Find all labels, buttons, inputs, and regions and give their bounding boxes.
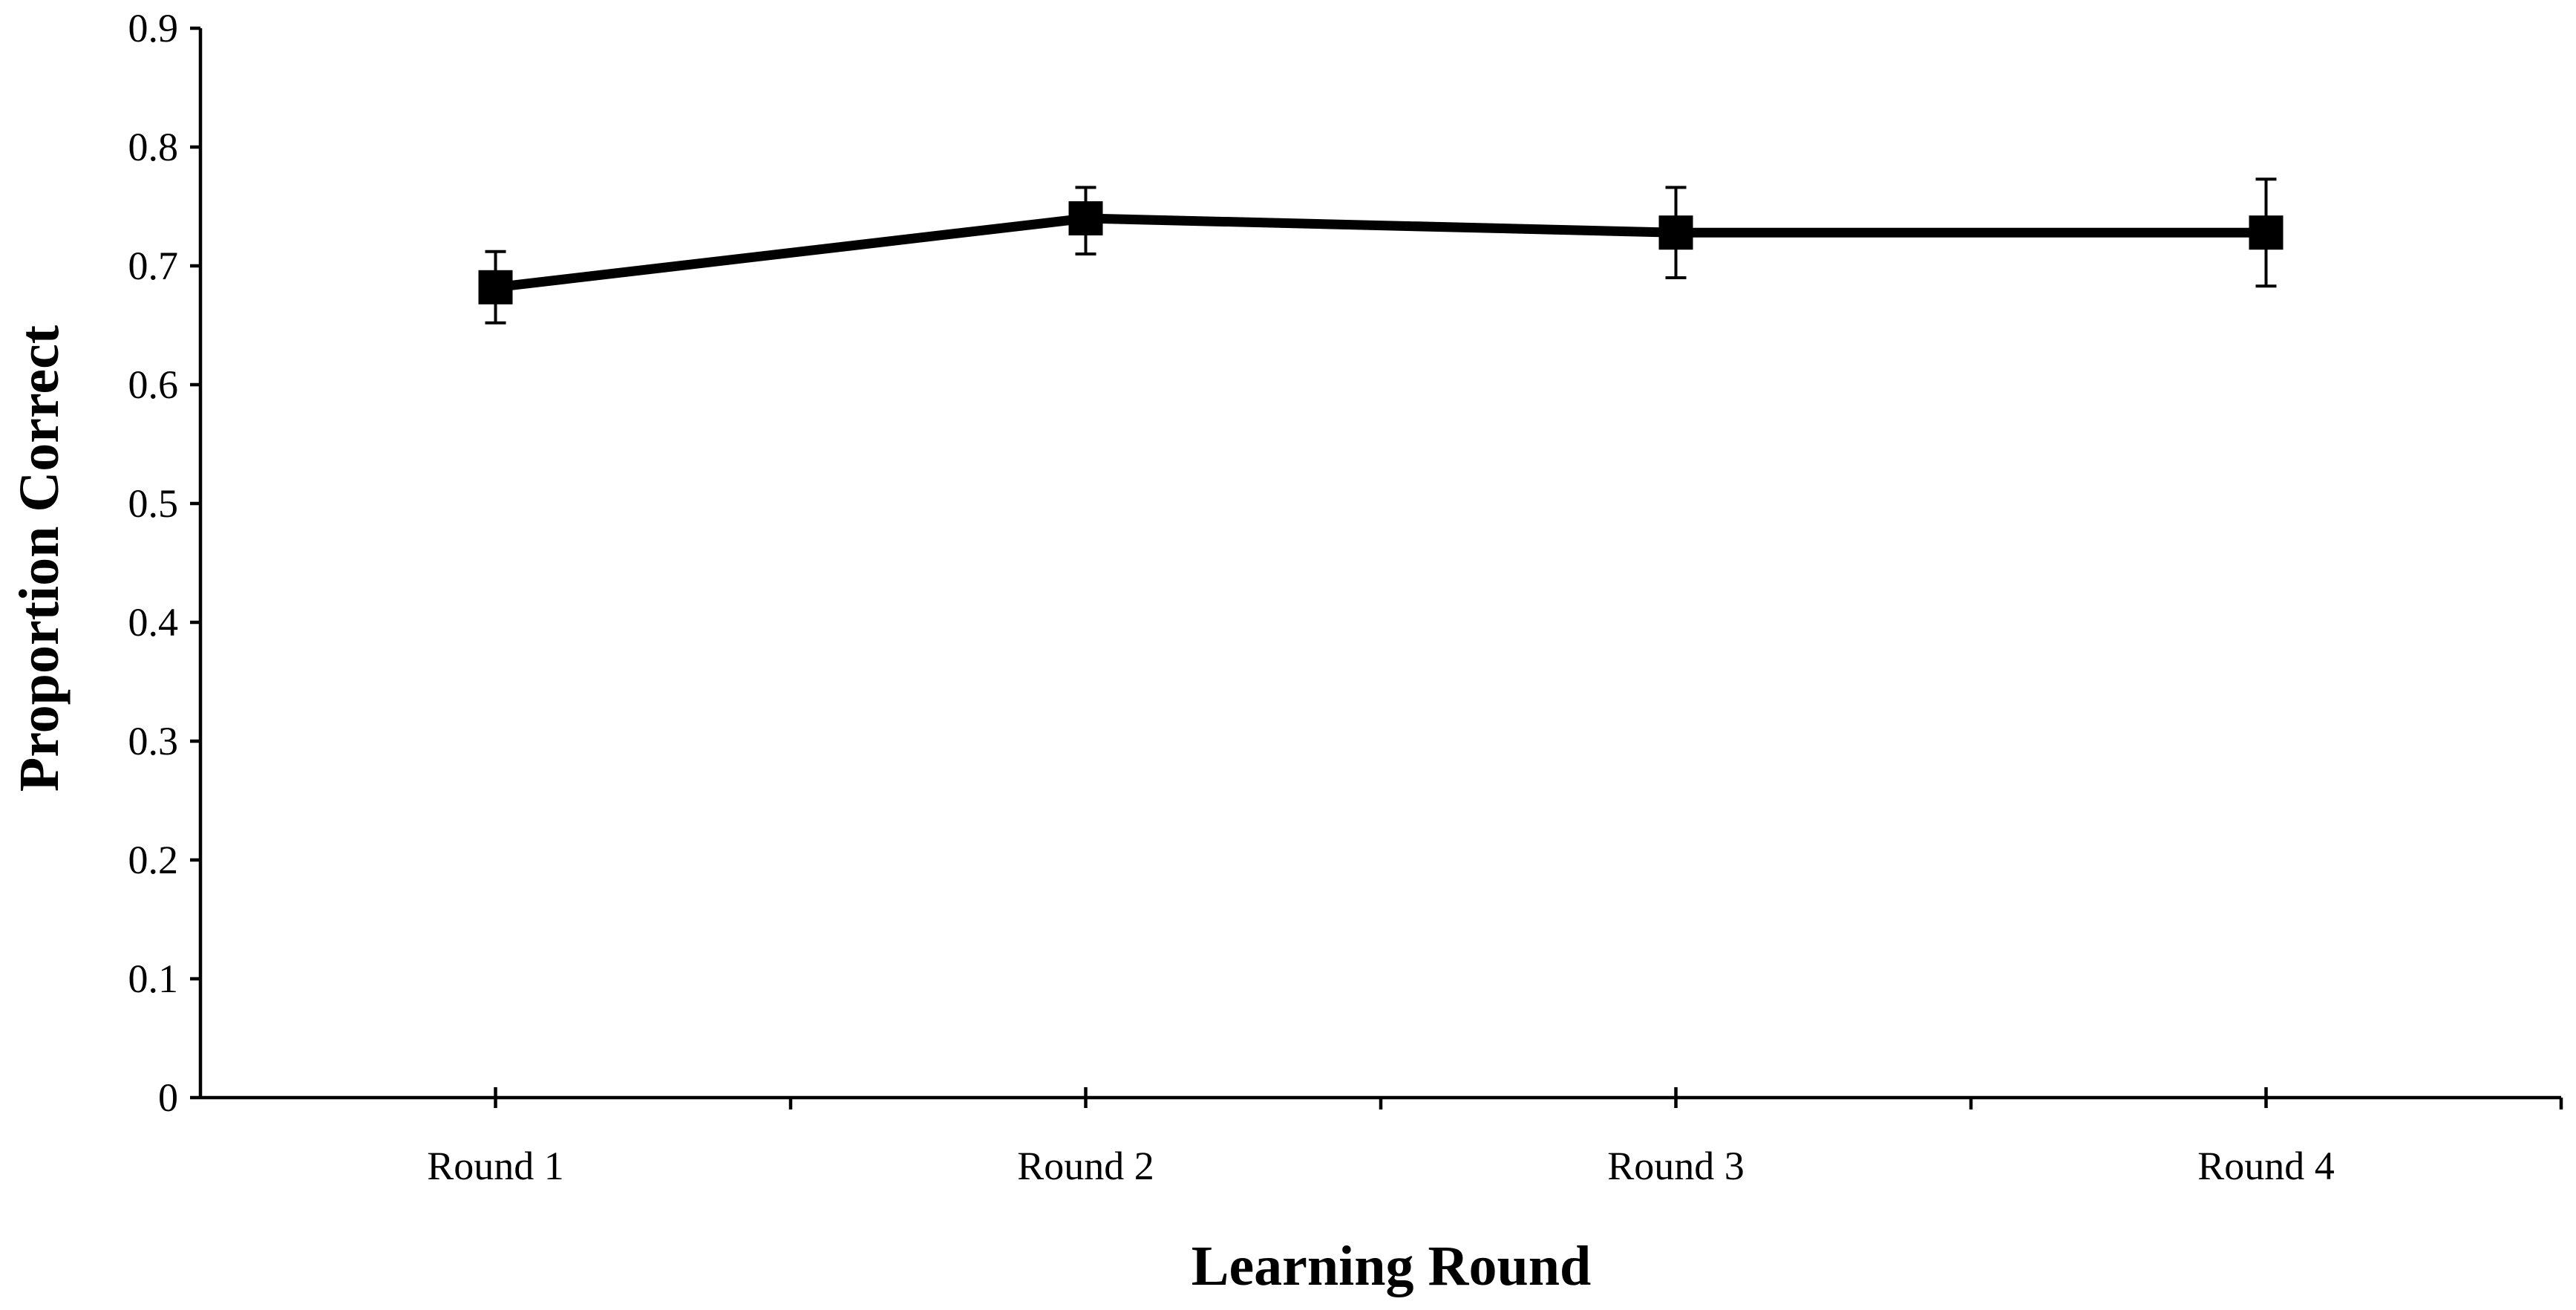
data-point-marker bbox=[478, 270, 513, 304]
y-tick-label: 0.6 bbox=[128, 362, 179, 407]
series-layer bbox=[478, 177, 2284, 325]
y-tick-label: 0.9 bbox=[128, 6, 179, 50]
data-point-marker bbox=[1068, 201, 1103, 235]
y-tick-label: 0 bbox=[158, 1075, 178, 1120]
series-line bbox=[494, 213, 2266, 293]
y-axis-title: Proportion Correct bbox=[8, 325, 71, 792]
y-tick-label: 0.2 bbox=[128, 838, 179, 882]
x-axis-title: Learning Round bbox=[1191, 1235, 1592, 1297]
y-tick-label: 0.4 bbox=[128, 600, 179, 645]
x-tick-label: Round 2 bbox=[1017, 1144, 1154, 1188]
y-tick-label: 0.7 bbox=[128, 244, 179, 288]
y-tick-label: 0.1 bbox=[128, 957, 179, 1001]
x-tick-label: Round 1 bbox=[427, 1144, 564, 1188]
y-tick-label: 0.3 bbox=[128, 719, 179, 763]
axes: 0 0.1 0.2 0.3 0.4 0.5 0.6 0.7 0.8 0.9 Round 1 Round… bbox=[128, 6, 2563, 1188]
data-point-marker bbox=[2249, 215, 2284, 250]
x-tick-label: Round 4 bbox=[2197, 1144, 2335, 1188]
data-point-marker bbox=[1658, 215, 1693, 250]
x-tick-label: Round 3 bbox=[1607, 1144, 1745, 1188]
y-tick-label: 0.8 bbox=[128, 125, 179, 169]
y-tick-label: 0.5 bbox=[128, 481, 179, 526]
